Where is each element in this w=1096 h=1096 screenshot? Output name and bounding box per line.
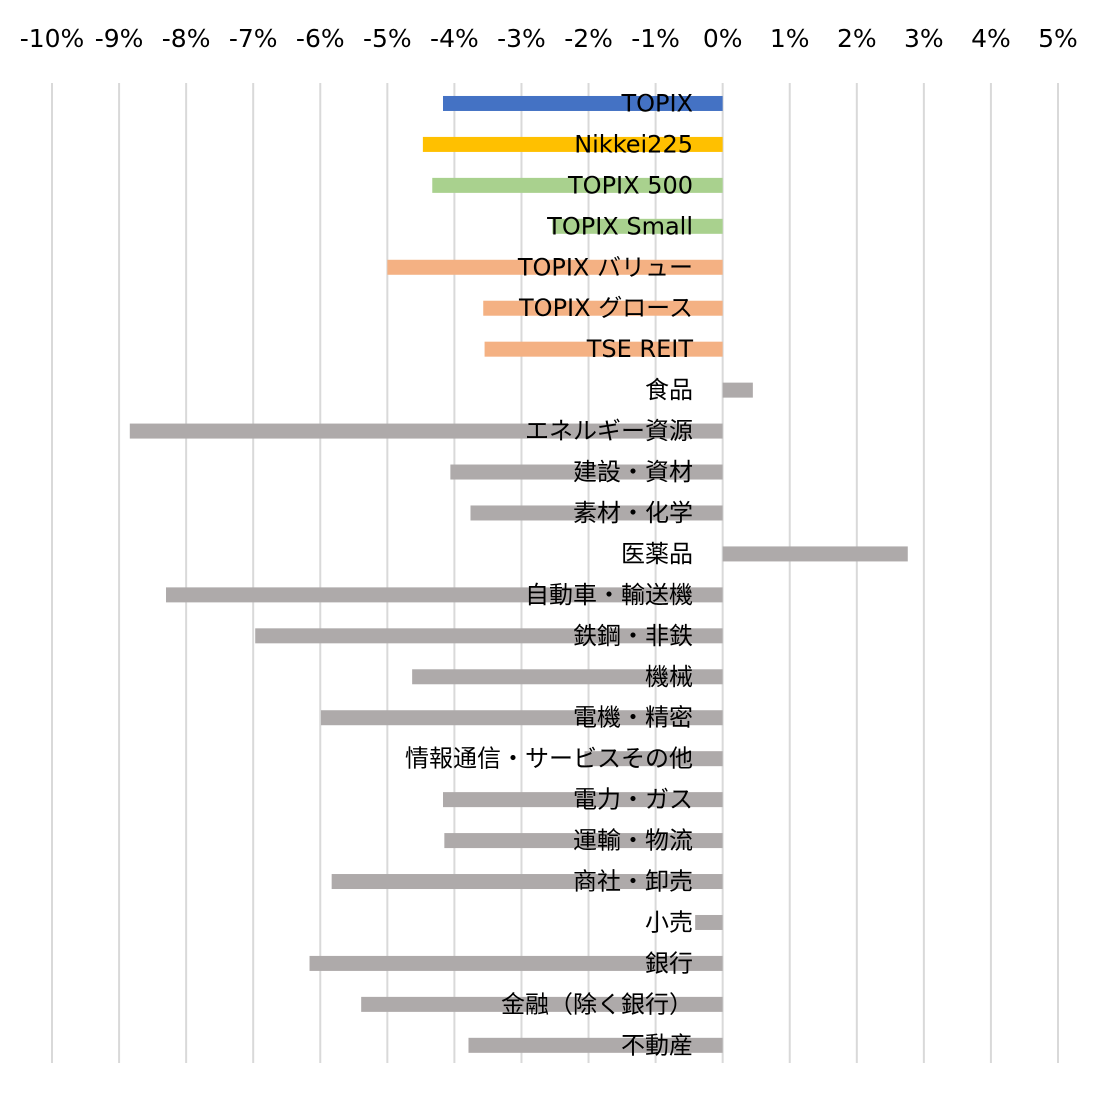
x-tick-label: 2% bbox=[837, 24, 877, 53]
bar bbox=[331, 874, 723, 890]
bar bbox=[442, 792, 723, 808]
x-tick-label: -6% bbox=[296, 24, 345, 53]
bar bbox=[320, 710, 723, 726]
category-label: Nikkei225 bbox=[574, 130, 693, 158]
category-label: 素材・化学 bbox=[573, 499, 693, 527]
bar bbox=[432, 177, 723, 193]
x-tick-label: 3% bbox=[904, 24, 944, 53]
bar bbox=[412, 669, 723, 685]
category-label: 運輸・物流 bbox=[573, 827, 693, 855]
x-tick-label: -7% bbox=[229, 24, 278, 53]
bar bbox=[442, 95, 723, 111]
bar bbox=[468, 1037, 723, 1053]
category-label: 不動産 bbox=[621, 1031, 693, 1059]
category-labels: TOPIX Nikkei225 TOPIX 500 TOPIX Small TOPIX … bbox=[405, 89, 693, 1059]
category-label: TOPIX bbox=[620, 89, 693, 117]
x-tick-label: -2% bbox=[564, 24, 613, 53]
bar bbox=[484, 341, 723, 357]
x-tick-label: -8% bbox=[162, 24, 211, 53]
category-label: TOPIX 500 bbox=[567, 171, 693, 199]
category-label: 医薬品 bbox=[621, 540, 693, 568]
x-tick-label: 5% bbox=[1038, 24, 1078, 53]
bar bbox=[361, 996, 723, 1012]
category-label: TOPIX Small bbox=[546, 212, 693, 240]
category-label: 小売 bbox=[645, 908, 693, 936]
x-axis-tick-labels: -10% -9% -8% -7% -6% -5% -4% -3% -2% -1% 0% 1% 2% 3% 4… bbox=[20, 24, 1078, 53]
category-label: 電力・ガス bbox=[573, 786, 693, 814]
category-label: 鉄鋼・非鉄 bbox=[573, 622, 693, 650]
bar bbox=[552, 218, 723, 234]
bars bbox=[129, 95, 908, 1053]
bar bbox=[450, 464, 723, 480]
category-label: 機械 bbox=[645, 663, 693, 691]
bar bbox=[387, 259, 723, 275]
bar bbox=[309, 955, 723, 971]
bar bbox=[584, 751, 723, 767]
category-label: 自動車・輸送機 bbox=[525, 581, 693, 609]
category-label: 銀行 bbox=[645, 949, 693, 977]
x-tick-label: 0% bbox=[703, 24, 743, 53]
category-label: 食品 bbox=[645, 376, 693, 404]
bar bbox=[444, 833, 723, 849]
bar bbox=[470, 505, 723, 521]
x-tick-label: -9% bbox=[95, 24, 144, 53]
category-label: 建設・資材 bbox=[573, 458, 693, 486]
bar bbox=[166, 587, 723, 603]
category-label: 商社・卸売 bbox=[573, 868, 693, 896]
gridlines bbox=[51, 83, 1059, 1063]
x-tick-label: -4% bbox=[430, 24, 479, 53]
x-tick-label: -3% bbox=[497, 24, 546, 53]
category-label: 金融（除く銀行） bbox=[501, 990, 693, 1018]
x-tick-label: -1% bbox=[631, 24, 680, 53]
bar bbox=[483, 300, 723, 316]
bar bbox=[422, 136, 723, 152]
bar bbox=[255, 628, 723, 644]
bar bbox=[129, 423, 723, 439]
category-label: TOPIX グロース bbox=[518, 294, 693, 322]
x-tick-label: 4% bbox=[971, 24, 1011, 53]
x-tick-label: -5% bbox=[363, 24, 412, 53]
category-label: TSE REIT bbox=[586, 335, 694, 363]
category-label: エネルギー資源 bbox=[525, 417, 693, 445]
bar bbox=[695, 914, 723, 930]
category-label: 電機・精密 bbox=[573, 704, 693, 732]
bar bbox=[722, 546, 908, 562]
x-tick-label: 1% bbox=[770, 24, 810, 53]
category-label: 情報通信・サービスその他 bbox=[405, 745, 693, 773]
x-tick-label: -10% bbox=[20, 24, 85, 53]
bar bbox=[722, 382, 753, 398]
category-label: TOPIX バリュー bbox=[517, 253, 693, 281]
